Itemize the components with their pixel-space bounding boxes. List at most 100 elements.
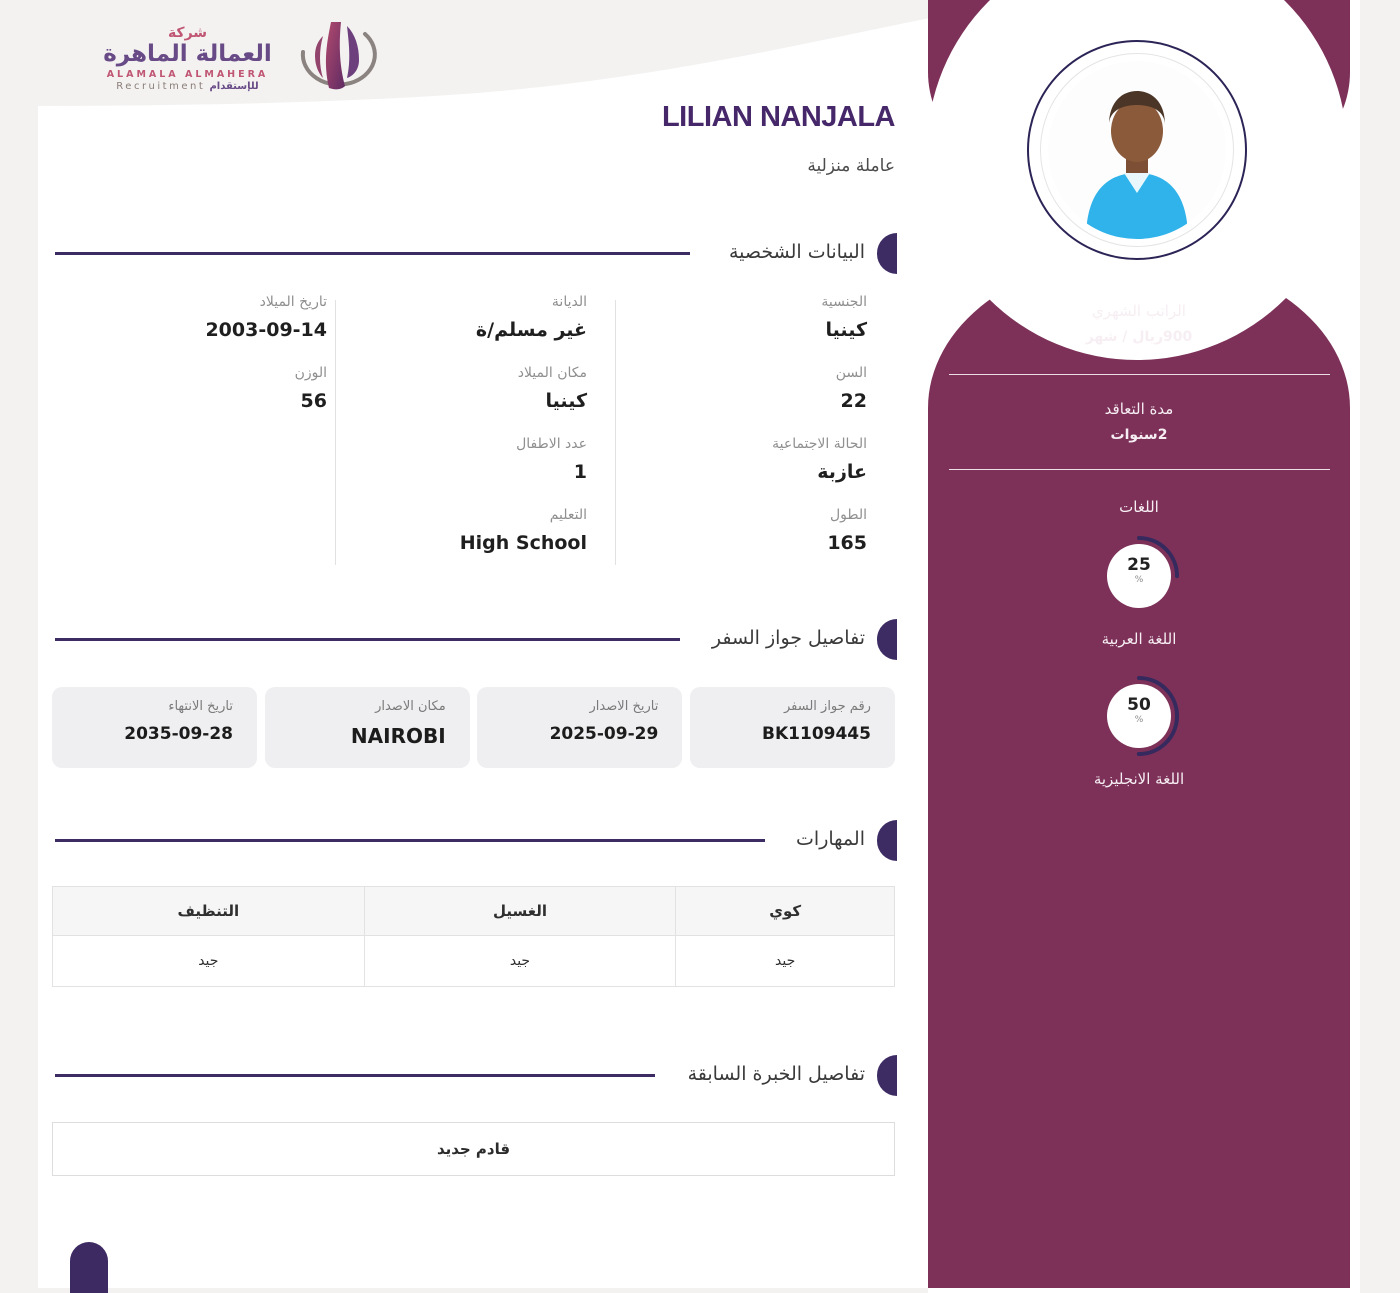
section-title-personal: البيانات الشخصية	[728, 241, 865, 263]
section-bullet	[877, 1055, 897, 1096]
field-value: 1	[573, 461, 587, 483]
field-label: الوزن	[294, 365, 327, 381]
section-line	[55, 252, 690, 255]
field-label: الحالة الاجتماعية	[772, 436, 867, 452]
field-children: عدد الاطفال 1	[335, 437, 587, 508]
skill-value-ironing: جيد	[675, 935, 895, 987]
sidebar-divider	[949, 469, 1330, 470]
skill-column-cleaning: التنظيف	[52, 886, 365, 936]
field-label: الجنسية	[821, 294, 867, 310]
salary-value: 900ريال‎ / شهر	[1085, 329, 1193, 345]
company-name-english: ALAMALA ALMAHERA	[106, 68, 269, 80]
sidebar-main-blob	[928, 258, 1350, 1288]
percent-sign: %	[1134, 715, 1144, 725]
candidate-photo	[1048, 61, 1226, 239]
arabic-language-gauge: 25 %	[1093, 530, 1185, 622]
sidebar: الراتب الشهري 900ريال‎ / شهر مدة التعاقد…	[927, 0, 1360, 1293]
candidate-job-title: عاملة منزلية	[807, 156, 895, 176]
decorative-pill	[70, 1242, 108, 1293]
skill-column-ironing: كوي	[675, 886, 895, 936]
arabic-language-name: اللغة العربية	[1101, 630, 1177, 648]
field-value: 22	[840, 390, 867, 412]
passport-card-value: BK1109445	[762, 724, 871, 744]
field-value: غير مسلم/ة	[475, 319, 587, 341]
field-label: السن	[835, 365, 867, 381]
passport-card-label: تاريخ الانتهاء	[168, 699, 233, 714]
field-birthdate: تاريخ الميلاد 2003-09-14	[55, 295, 327, 366]
field-label: عدد الاطفال	[516, 436, 587, 452]
languages-label: اللغات	[1119, 498, 1159, 516]
section-bullet	[877, 619, 897, 660]
candidate-photo-illustration	[1048, 61, 1226, 239]
field-label: الديانة	[551, 294, 587, 310]
company-name-arabic: العمالة الماهرة	[103, 40, 272, 67]
english-language-gauge: 50 %	[1093, 670, 1185, 762]
section-line	[55, 638, 680, 641]
field-value: 56	[300, 390, 327, 412]
passport-cards: رقم جواز السفر BK1109445 تاريخ الاصدار 2…	[52, 687, 895, 768]
sidebar-divider	[949, 374, 1330, 375]
passport-card-label: مكان الاصدار	[375, 699, 446, 714]
passport-expiry-date-card: تاريخ الانتهاء 2035-09-28	[52, 687, 257, 768]
english-language-name: اللغة الانجليزية	[1093, 770, 1185, 788]
section-title-skills: المهارات	[796, 828, 865, 850]
gauge-svg	[1099, 536, 1179, 616]
field-value: High School	[459, 532, 587, 554]
contract-duration-value: 2سنوات	[1110, 427, 1168, 443]
field-education: التعليم High School	[335, 508, 587, 579]
company-logo-text: شركة العمالة الماهرة ALAMALA ALMAHERA Re…	[90, 26, 285, 93]
company-logo-mark-icon	[300, 22, 377, 90]
passport-card-value: 2035-09-28	[124, 724, 233, 744]
gauge-svg	[1099, 676, 1179, 756]
field-label: مكان الميلاد	[517, 365, 587, 381]
field-weight: الوزن 56	[55, 366, 327, 437]
field-age: السن 22	[615, 366, 867, 437]
candidate-name: LILIAN NANJALA	[661, 101, 896, 133]
gauge-percent-value: 25	[1127, 555, 1151, 575]
gauge-percent-value: 50	[1127, 695, 1151, 715]
section-bullet	[877, 820, 897, 861]
passport-card-value: 2025-09-29	[549, 724, 659, 744]
experience-box: قادم جديد	[52, 1122, 895, 1176]
company-logo: شركة العمالة الماهرة ALAMALA ALMAHERA Re…	[90, 16, 385, 102]
gauge-number: 50 %	[1093, 670, 1185, 725]
personal-column-2: الديانة غير مسلم/ة مكان الميلاد كينيا عد…	[335, 295, 615, 579]
photo-outer-ring	[1027, 40, 1247, 260]
main-card	[38, 0, 928, 1288]
field-value: كينيا	[545, 390, 587, 412]
passport-issue-place-card: مكان الاصدار NAIROBI	[264, 687, 470, 768]
field-label: تاريخ الميلاد	[259, 294, 327, 310]
field-height: الطول 165	[615, 508, 867, 579]
passport-card-value: NAIROBI	[350, 724, 446, 748]
field-value: 165	[827, 532, 867, 554]
column-divider	[615, 300, 616, 565]
section-line	[55, 1074, 655, 1077]
field-value: 2003-09-14	[205, 319, 327, 341]
company-tagline: Recruitment للإستقدام	[90, 82, 285, 92]
field-label: التعليم	[549, 507, 587, 523]
passport-card-label: رقم جواز السفر	[783, 699, 871, 714]
section-line	[55, 839, 765, 842]
passport-number-card: رقم جواز السفر BK1109445	[689, 687, 895, 768]
section-title-experience: تفاصيل الخبرة السابقة	[687, 1063, 865, 1085]
photo-gray-ring	[1040, 53, 1234, 247]
personal-column-3: تاريخ الميلاد 2003-09-14 الوزن 56	[55, 295, 335, 437]
skills-header-row: كوي الغسيل التنظيف	[52, 886, 895, 936]
company-tagline-ar: للإستقدام	[209, 81, 259, 93]
skill-column-washing: الغسيل	[363, 886, 677, 936]
header-band	[0, 0, 930, 106]
column-divider	[335, 300, 336, 565]
skill-value-washing: جيد	[363, 935, 677, 987]
field-birthplace: مكان الميلاد كينيا	[335, 366, 587, 437]
skills-value-row: جيد جيد جيد	[52, 935, 895, 987]
percent-sign: %	[1134, 575, 1144, 585]
gauge-number: 25 %	[1093, 530, 1185, 585]
contract-duration-label: مدة التعاقد	[1104, 400, 1174, 418]
company-name-prefix: شركة	[167, 24, 208, 41]
field-religion: الديانة غير مسلم/ة	[335, 295, 587, 366]
section-title-passport: تفاصيل جواز السفر	[711, 627, 865, 649]
skill-value-cleaning: جيد	[52, 935, 365, 987]
skills-table: كوي الغسيل التنظيف جيد جيد جيد	[52, 886, 895, 987]
field-value: كينيا	[825, 319, 867, 341]
